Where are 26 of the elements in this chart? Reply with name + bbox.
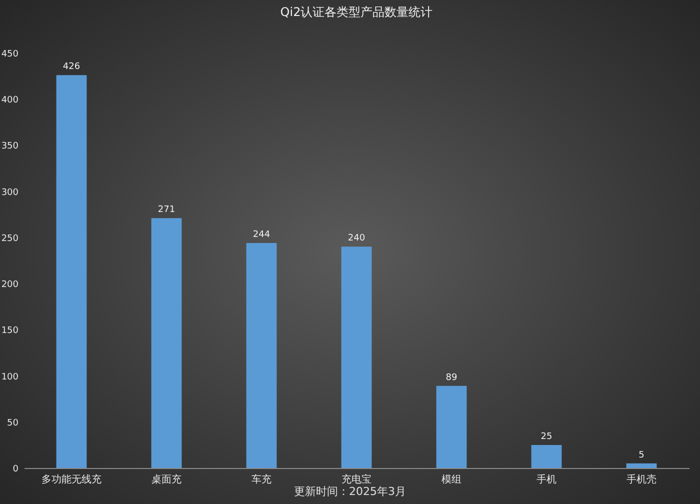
- chart-title: Qi2认证各类型产品数量统计: [280, 5, 433, 19]
- y-tick-label: 0: [12, 464, 19, 474]
- y-tick-label: 50: [7, 418, 19, 428]
- y-tick-label: 100: [1, 372, 19, 382]
- data-label: 5: [638, 450, 644, 460]
- y-tick-label: 350: [1, 142, 19, 152]
- x-tick-label: 车充: [252, 474, 272, 486]
- y-tick-label: 200: [1, 280, 19, 290]
- x-tick-label: 多功能无线充: [42, 474, 102, 486]
- data-label: 240: [348, 234, 366, 244]
- x-tick-label: 桌面充: [152, 474, 182, 486]
- y-tick-label: 250: [1, 234, 19, 244]
- data-label: 25: [540, 432, 552, 442]
- data-label: 89: [446, 372, 458, 383]
- y-tick-label: 450: [1, 50, 19, 60]
- y-tick-label: 300: [1, 188, 19, 198]
- y-tick-label: 400: [1, 96, 19, 106]
- x-tick-label: 模组: [442, 474, 462, 486]
- data-label: 271: [158, 205, 176, 216]
- y-tick-label: 150: [1, 326, 19, 336]
- text: 更新时间：2025年3月: [293, 484, 407, 499]
- x-tick-label: 充电宝: [342, 474, 372, 486]
- x-tick-label: 手机壳: [626, 474, 656, 486]
- x-tick-label: 手机: [536, 474, 556, 486]
- data-label: 426: [62, 62, 80, 72]
- data-label: 244: [252, 230, 270, 240]
